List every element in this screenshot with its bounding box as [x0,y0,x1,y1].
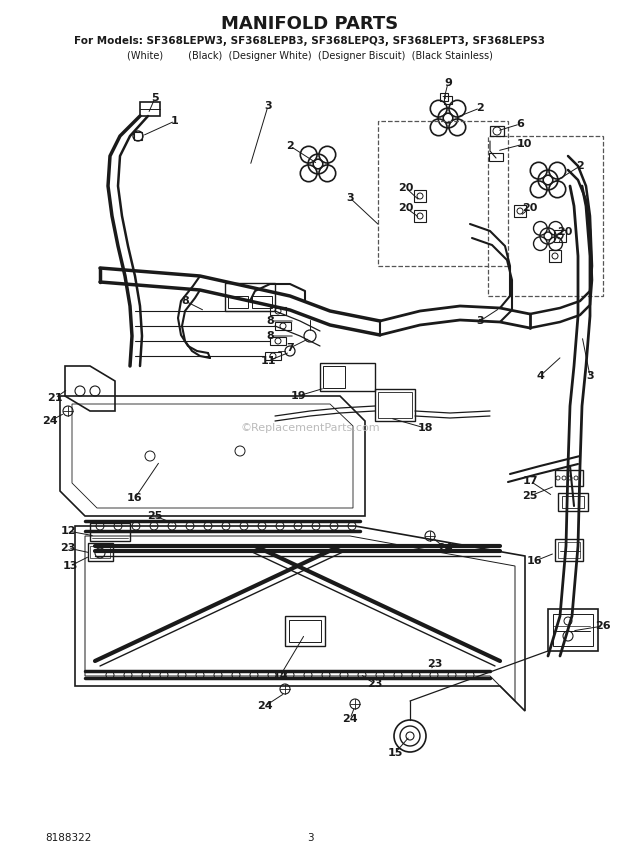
Text: 16: 16 [527,556,543,566]
Text: MANIFOLD PARTS: MANIFOLD PARTS [221,15,399,33]
Text: 25: 25 [148,511,162,521]
Text: 2: 2 [476,103,484,113]
Bar [558,493,588,511]
Text: 24: 24 [257,701,273,711]
Bar [134,132,142,140]
Text: ©ReplacementParts.com: ©ReplacementParts.com [240,423,380,433]
Bar [490,126,504,136]
Text: 7: 7 [286,343,294,353]
Bar [285,616,325,646]
Bar [90,523,130,541]
Bar [375,389,415,421]
Bar [225,283,275,311]
Text: 3: 3 [476,316,484,326]
Text: 16: 16 [127,493,143,503]
Bar [88,543,113,561]
Text: 3: 3 [586,371,594,381]
Text: 24: 24 [42,416,58,426]
Text: 8: 8 [181,296,189,306]
Bar [555,539,583,561]
Bar [553,614,593,646]
Text: 23: 23 [367,679,383,689]
Text: (White)        (Black)  (Designer White)  (Designer Biscuit)  (Black Stainless): (White) (Black) (Designer White) (Design… [127,51,493,61]
Bar [488,136,603,296]
Text: 9: 9 [444,78,452,88]
Text: 3: 3 [307,833,313,843]
Bar [514,205,526,217]
Text: 3: 3 [346,193,354,203]
Bar [548,609,598,651]
Text: 8: 8 [266,331,274,341]
Text: 23: 23 [427,659,443,669]
Bar [323,366,345,388]
Text: 20: 20 [398,203,414,213]
Bar [549,250,561,262]
Text: 17: 17 [522,476,538,486]
Bar [555,470,583,486]
Bar [289,620,321,642]
Bar [414,190,426,202]
Text: 11: 11 [260,356,276,366]
Text: 20: 20 [522,203,538,213]
Bar [562,496,584,508]
Bar [252,296,272,308]
Text: 8: 8 [266,316,274,326]
Bar [444,96,452,104]
Text: 24: 24 [437,543,453,553]
Text: 1: 1 [171,116,179,126]
Bar [558,542,580,558]
Bar [378,392,412,418]
Bar [270,307,286,315]
Text: 21: 21 [47,393,63,403]
Bar [440,93,448,101]
Text: 8188322: 8188322 [45,833,91,843]
Text: 24: 24 [342,714,358,724]
Text: 20: 20 [557,227,573,237]
Text: For Models: SF368LEPW3, SF368LEPB3, SF368LEPQ3, SF368LEPT3, SF368LEPS3: For Models: SF368LEPW3, SF368LEPB3, SF36… [74,36,546,46]
Bar [320,363,375,391]
Bar [228,296,248,308]
Text: 3: 3 [264,101,272,111]
Bar [90,546,110,558]
Text: 20: 20 [398,183,414,193]
Bar [140,102,160,116]
Text: 14: 14 [272,671,288,681]
Text: 12: 12 [60,526,76,536]
Text: 23: 23 [60,543,76,553]
Bar [414,210,426,222]
Text: 10: 10 [516,139,532,149]
Bar [378,121,508,266]
Text: 19: 19 [290,391,306,401]
Bar [554,230,566,242]
Bar [270,337,286,345]
Text: 2: 2 [286,141,294,151]
Text: 26: 26 [595,621,611,631]
Text: +: + [441,92,448,100]
Text: 13: 13 [63,561,78,571]
Bar [265,352,281,360]
Bar [489,153,503,161]
Text: 25: 25 [522,491,538,501]
Text: 5: 5 [151,93,159,103]
Text: 2: 2 [576,161,584,171]
Text: +: + [441,94,447,100]
Text: 4: 4 [536,371,544,381]
Text: 18: 18 [417,423,433,433]
Text: 15: 15 [388,748,402,758]
Bar [275,322,291,330]
Text: 6: 6 [516,119,524,129]
